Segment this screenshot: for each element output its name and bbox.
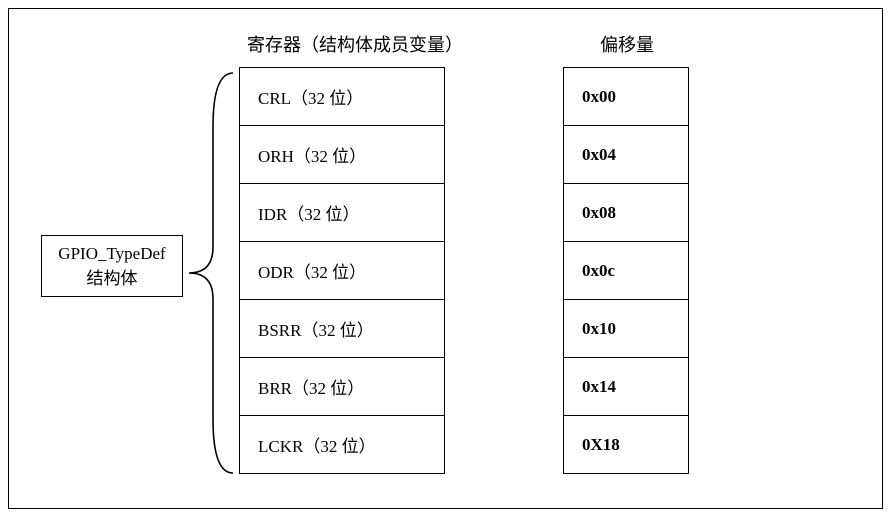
struct-label: 结构体 [87,266,138,292]
struct-name: GPIO_TypeDef [58,241,165,267]
offset-cell: 0x08 [563,183,689,242]
brace-icon [183,67,239,479]
register-text: IDR（32 位） [258,200,360,225]
offset-cell: 0x14 [563,357,689,416]
register-text: CRL（32 位） [258,84,363,109]
register-cell: IDR（32 位） [239,183,445,242]
register-text: LCKR（32 位） [258,432,376,457]
outer-frame: 寄存器（结构体成员变量） 偏移量 GPIO_TypeDef 结构体 CRL（32… [8,8,883,509]
offset-cell: 0x0c [563,241,689,300]
offset-cell: 0x00 [563,67,689,126]
registers-header: 寄存器（结构体成员变量） [225,31,485,57]
offset-cell: 0X18 [563,415,689,474]
offset-text: 0x0c [582,261,615,281]
register-cell: BRR（32 位） [239,357,445,416]
offset-text: 0X18 [582,435,620,455]
register-text: ODR（32 位） [258,258,366,283]
register-cell: ODR（32 位） [239,241,445,300]
register-cell: CRL（32 位） [239,67,445,126]
offset-text: 0x14 [582,377,616,397]
offset-text: 0x04 [582,145,616,165]
register-cell: LCKR（32 位） [239,415,445,474]
offset-cell: 0x04 [563,125,689,184]
register-cell: BSRR（32 位） [239,299,445,358]
offset-text: 0x10 [582,319,616,339]
offset-header: 偏移量 [567,31,687,57]
offset-text: 0x08 [582,203,616,223]
struct-typedef-box: GPIO_TypeDef 结构体 [41,235,183,297]
offset-cell: 0x10 [563,299,689,358]
register-cell: ORH（32 位） [239,125,445,184]
offset-text: 0x00 [582,87,616,107]
register-text: BSRR（32 位） [258,316,374,341]
register-text: ORH（32 位） [258,142,366,167]
register-text: BRR（32 位） [258,374,364,399]
